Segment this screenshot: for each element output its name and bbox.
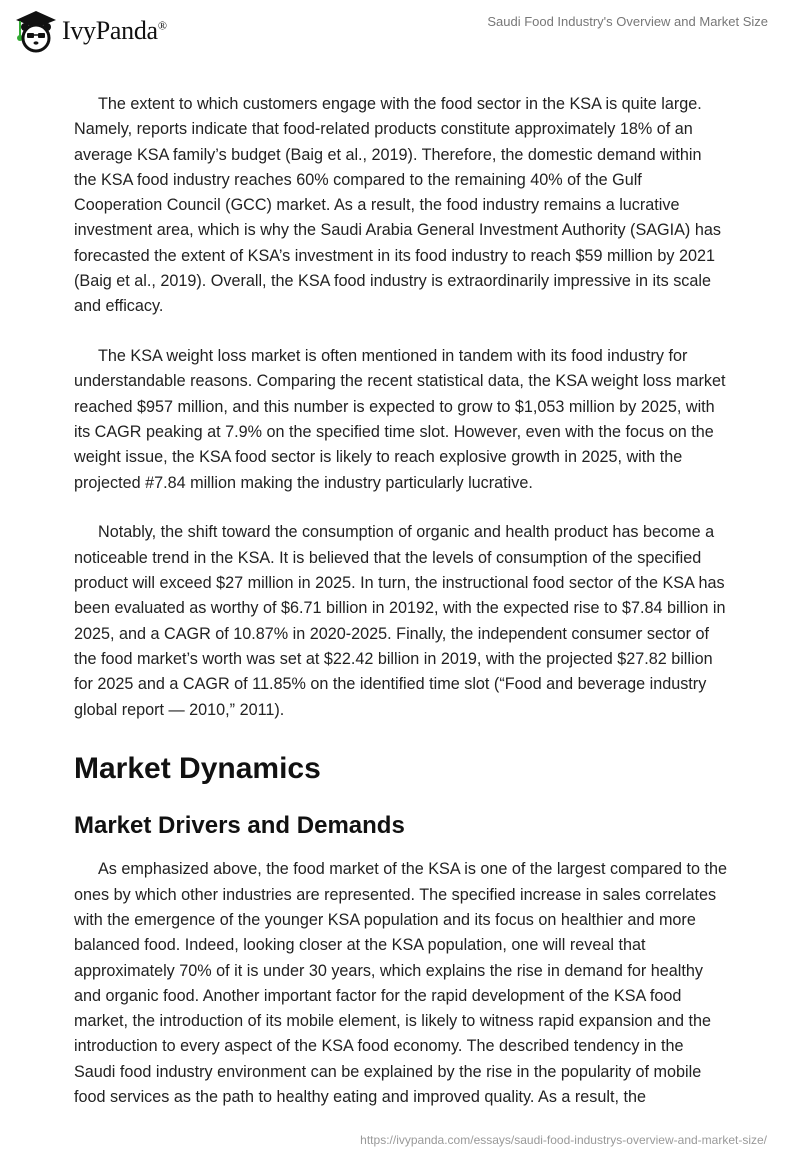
page-header: IvyPanda® Saudi Food Industry's Overview… xyxy=(0,0,800,60)
source-url[interactable]: https://ivypanda.com/essays/saudi-food-i… xyxy=(360,1133,767,1147)
article-body: The extent to which customers engage wit… xyxy=(74,92,728,1135)
panda-graduate-icon xyxy=(16,11,56,53)
section-heading: Market Dynamics xyxy=(74,752,321,786)
paragraph: The extent to which customers engage wit… xyxy=(74,95,721,316)
logo-text: IvyPanda® xyxy=(62,16,167,45)
logo[interactable]: IvyPanda® xyxy=(12,8,167,54)
paragraph: Notably, the shift toward the consumptio… xyxy=(74,523,726,719)
document-title: Saudi Food Industry's Overview and Marke… xyxy=(487,14,768,29)
subsection-heading: Market Drivers and Demands xyxy=(74,812,405,840)
paragraph: The KSA weight loss market is often ment… xyxy=(74,347,726,492)
paragraph: As emphasized above, the food market of … xyxy=(74,860,727,1106)
